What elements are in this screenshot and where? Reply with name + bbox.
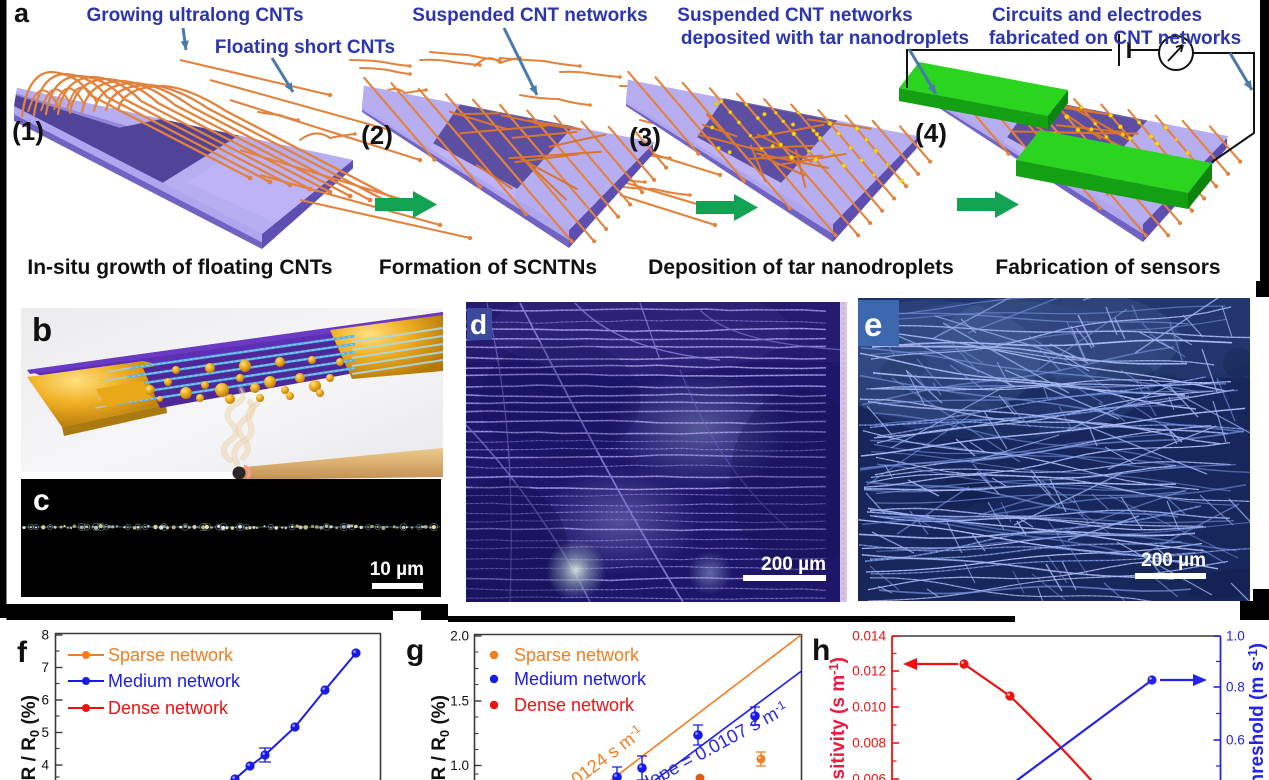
svg-text:0.6: 0.6: [1226, 733, 1245, 748]
svg-text:7: 7: [41, 660, 49, 675]
svg-text:200 µm: 200 µm: [761, 554, 826, 575]
svg-text:Circuits and electrodes: Circuits and electrodes: [992, 5, 1202, 26]
svg-text:0.8: 0.8: [1226, 680, 1245, 695]
svg-text:Dense network: Dense network: [514, 695, 635, 715]
svg-text:0.010: 0.010: [852, 700, 886, 715]
svg-text:nsitivity (s m-1): nsitivity (s m-1): [826, 657, 849, 780]
svg-text:b: b: [32, 311, 52, 348]
svg-text:(2): (2): [361, 120, 393, 150]
svg-text:h: h: [812, 634, 830, 667]
svg-text:Formation of SCNTNs: Formation of SCNTNs: [379, 256, 597, 279]
svg-text:5: 5: [41, 725, 49, 740]
svg-text:g: g: [406, 634, 424, 667]
svg-text:Deposition of tar nanodroplets: Deposition of tar nanodroplets: [648, 256, 954, 279]
svg-text:1.0: 1.0: [1226, 629, 1245, 644]
svg-text:0.006: 0.006: [852, 772, 886, 780]
svg-text:Growing ultralong CNTs: Growing ultralong CNTs: [86, 5, 303, 26]
svg-text:Sparse network: Sparse network: [514, 645, 640, 665]
svg-text:1.5: 1.5: [450, 694, 469, 709]
svg-text:8: 8: [41, 628, 49, 643]
svg-text:0.014: 0.014: [852, 629, 886, 644]
svg-text:Medium network: Medium network: [514, 669, 647, 689]
svg-text:(4): (4): [915, 118, 947, 148]
svg-text:a: a: [14, 0, 30, 28]
svg-text:ΔR / R0 (%): ΔR / R0 (%): [19, 695, 42, 780]
svg-text:Suspended CNT networks: Suspended CNT networks: [677, 5, 912, 26]
svg-text:e: e: [864, 306, 882, 343]
svg-text:Sparse network: Sparse network: [108, 645, 234, 665]
svg-text:Suspended CNT networks: Suspended CNT networks: [412, 5, 647, 26]
svg-text:fabricated on CNT networks: fabricated on CNT networks: [989, 28, 1241, 49]
svg-text:10 µm: 10 µm: [370, 559, 424, 580]
svg-text:2.0: 2.0: [450, 629, 469, 644]
svg-text:Floating short CNTs: Floating short CNTs: [215, 37, 395, 58]
svg-text:f: f: [17, 636, 28, 669]
svg-text:Fabrication of sensors: Fabrication of sensors: [995, 256, 1220, 279]
svg-text:0.012: 0.012: [852, 664, 886, 679]
svg-text:1.0: 1.0: [450, 758, 469, 773]
svg-text:4: 4: [41, 758, 49, 773]
svg-text:hreshold (m s-1): hreshold (m s-1): [1245, 643, 1268, 780]
svg-text:Dense network: Dense network: [108, 698, 229, 718]
svg-text:In-situ growth of floating CNT: In-situ growth of floating CNTs: [27, 256, 332, 279]
svg-text:200 µm: 200 µm: [1141, 550, 1206, 571]
svg-text:d: d: [470, 309, 487, 340]
svg-text:c: c: [33, 484, 50, 517]
svg-text:6: 6: [41, 693, 49, 708]
svg-text:Medium network: Medium network: [108, 671, 241, 691]
svg-text:(1): (1): [12, 116, 44, 146]
svg-text:deposited with tar nanodroplet: deposited with tar nanodroplets: [681, 28, 969, 49]
svg-text:ΔR / R0 (%): ΔR / R0 (%): [429, 695, 452, 780]
svg-text:0.008: 0.008: [852, 736, 886, 751]
svg-text:(3): (3): [629, 122, 661, 152]
